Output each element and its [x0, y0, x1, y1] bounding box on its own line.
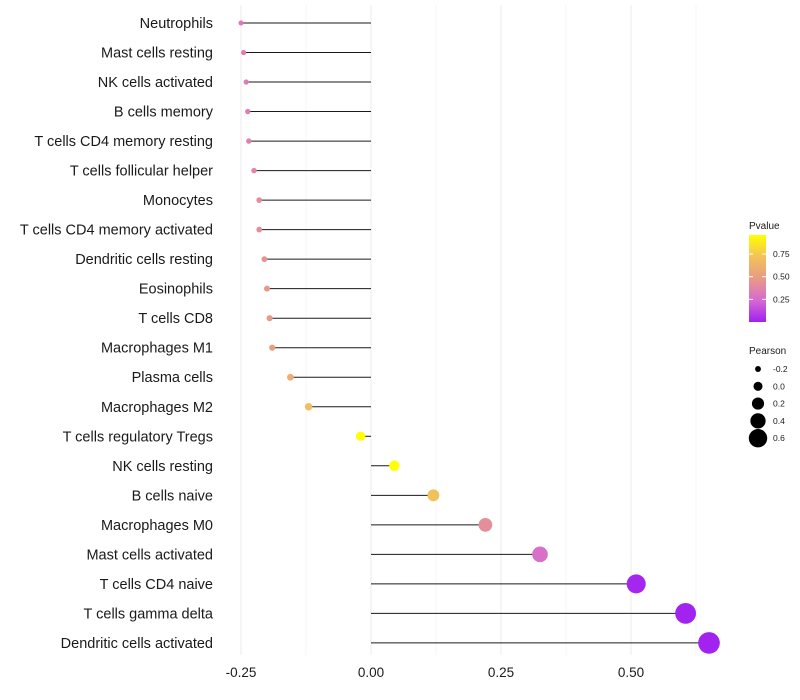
pvalue-legend-title: Pvalue: [749, 221, 780, 232]
data-point: [256, 226, 263, 233]
size-legend-dot: [751, 397, 765, 410]
category-labels: Neutrophils Mast cells resting NK cells ac…: [20, 16, 214, 652]
category-label: Neutrophils: [140, 16, 213, 32]
pvalue-colorbar: [749, 235, 766, 322]
data-point: [256, 197, 263, 203]
data-point: [246, 138, 252, 144]
data-point: [243, 79, 249, 85]
colorbar-tick-label: 0.75: [773, 249, 790, 259]
category-label: Mast cells resting: [101, 46, 213, 62]
size-legend-dot: [753, 381, 763, 391]
data-point: [675, 602, 697, 624]
category-label: T cells regulatory Tregs: [63, 429, 213, 445]
size-legend-label: 0.0: [773, 381, 785, 391]
size-legend-label: 0.2: [773, 399, 785, 409]
pearson-legend: Pearson -0.2 0.0 0.2 0.4 0.6: [748, 346, 788, 448]
category-label: Dendritic cells resting: [75, 252, 213, 268]
data-point: [626, 574, 646, 594]
data-point: [261, 256, 268, 263]
grid-lines: [240, 5, 697, 655]
data-point: [478, 517, 493, 532]
data-point: [698, 632, 720, 654]
stems: [241, 22, 709, 644]
data-point: [251, 167, 257, 174]
category-label: B cells memory: [114, 105, 214, 121]
data-point: [266, 315, 273, 322]
category-label: T cells CD4 memory activated: [20, 223, 213, 239]
size-legend-label: -0.2: [773, 364, 788, 374]
data-point: [304, 403, 313, 411]
category-label: Macrophages M2: [101, 400, 213, 416]
x-tick-label: 0.00: [358, 665, 384, 680]
size-legend-dot: [755, 366, 761, 372]
data-point: [269, 344, 276, 351]
data-point: [532, 546, 548, 563]
category-label: T cells CD4 naive: [100, 577, 213, 593]
category-label: Mast cells activated: [86, 547, 213, 563]
data-point: [238, 20, 244, 26]
size-legend-dot: [748, 428, 768, 448]
category-label: Macrophages M1: [101, 341, 213, 357]
size-legend-dot: [750, 413, 766, 429]
x-tick-label: 0.50: [618, 665, 644, 680]
category-label: T cells CD8: [138, 311, 213, 327]
category-label: Dendritic cells activated: [61, 636, 213, 652]
x-axis-ticks: -0.25 0.00 0.25 0.50: [226, 665, 645, 680]
data-point: [241, 49, 247, 56]
data-point: [355, 431, 366, 441]
category-label: Eosinophils: [139, 282, 213, 298]
size-legend-label: 0.4: [773, 416, 785, 426]
data-point: [264, 285, 270, 292]
points: [238, 20, 720, 654]
colorbar-tick-label: 0.25: [773, 294, 790, 304]
category-label: T cells gamma delta: [84, 606, 214, 622]
category-label: NK cells activated: [98, 75, 213, 91]
category-label: B cells naive: [132, 488, 213, 504]
category-label: Macrophages M0: [101, 518, 213, 534]
x-tick-label: 0.25: [488, 665, 514, 680]
x-tick-label: -0.25: [226, 665, 257, 680]
data-point: [427, 489, 440, 502]
category-label: Monocytes: [143, 193, 213, 209]
data-point: [286, 373, 294, 381]
size-legend-label: 0.6: [773, 433, 785, 443]
data-point: [389, 460, 400, 472]
pearson-legend-title: Pearson: [749, 346, 786, 357]
category-label: T cells CD4 memory resting: [34, 134, 213, 150]
category-label: Plasma cells: [132, 370, 213, 386]
data-point: [245, 108, 251, 115]
pvalue-legend: Pvalue 0.75 0.50 0.25: [749, 221, 790, 322]
colorbar-tick-label: 0.50: [773, 272, 790, 282]
category-label: NK cells resting: [112, 459, 213, 475]
category-label: T cells follicular helper: [70, 164, 213, 180]
